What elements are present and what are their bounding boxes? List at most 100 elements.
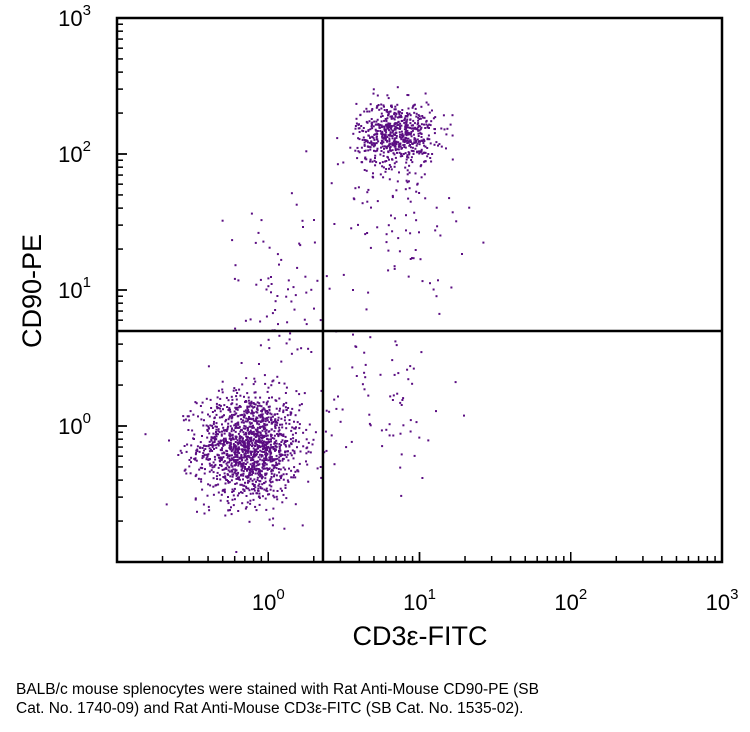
event-dot (393, 165, 396, 168)
event-dot (199, 466, 202, 469)
event-dot (221, 391, 224, 394)
event-dot (400, 114, 402, 117)
event-dot (284, 468, 287, 471)
event-dot (418, 152, 421, 155)
event-dot (409, 114, 412, 117)
event-dot (215, 438, 218, 441)
event-dot (252, 464, 255, 467)
event-dot (270, 428, 273, 431)
event-dot (229, 415, 232, 418)
event-dot (394, 137, 397, 140)
event-dot (262, 425, 265, 428)
event-dot (419, 117, 422, 120)
event-dot (418, 231, 420, 234)
event-dot (416, 123, 419, 126)
event-dot (388, 423, 391, 426)
event-dot (392, 124, 395, 127)
event-dot (190, 456, 193, 459)
event-dot (351, 366, 354, 369)
event-dot (231, 398, 234, 401)
event-dot (264, 420, 267, 423)
event-dot (370, 141, 373, 144)
event-dot (286, 440, 289, 442)
event-dot (283, 442, 286, 445)
event-dot (324, 430, 327, 433)
event-dot (434, 116, 437, 119)
event-dot (270, 422, 273, 425)
event-dot (443, 128, 446, 131)
event-dot (227, 509, 230, 512)
population-4 (278, 282, 465, 497)
event-dot (390, 106, 393, 109)
event-dots (144, 86, 485, 553)
event-dot (461, 253, 463, 255)
event-dot (387, 112, 390, 115)
event-dot (374, 157, 376, 159)
event-dot (220, 439, 223, 442)
x-tick-label: 103 (706, 586, 739, 615)
event-dot (280, 441, 283, 443)
event-dot (242, 470, 245, 473)
event-dot (252, 417, 255, 420)
event-dot (254, 420, 257, 423)
event-dot (249, 404, 252, 407)
event-dot (230, 420, 233, 423)
event-dot (309, 451, 312, 454)
event-dot (427, 153, 430, 155)
event-dot (403, 143, 406, 146)
event-dot (237, 443, 240, 446)
event-dot (373, 138, 376, 141)
event-dot (415, 190, 418, 193)
event-dot (397, 123, 400, 126)
event-dot (385, 168, 388, 170)
event-dot (385, 145, 388, 148)
event-dot (313, 307, 315, 310)
event-dot (233, 387, 236, 390)
event-dot (234, 450, 237, 453)
event-dot (209, 398, 212, 401)
event-dot (222, 408, 224, 411)
event-dot (381, 136, 384, 139)
event-dot (407, 180, 410, 183)
event-dot (218, 441, 221, 444)
event-dot (275, 445, 278, 448)
event-dot (416, 150, 418, 153)
event-dot (250, 405, 253, 408)
event-dot (218, 431, 221, 434)
event-dot (265, 435, 268, 438)
event-dot (245, 439, 248, 442)
event-dot (440, 127, 443, 130)
event-dot (228, 481, 231, 484)
event-dot (194, 497, 197, 500)
event-dot (259, 415, 262, 417)
event-dot (257, 484, 260, 487)
event-dot (233, 277, 236, 280)
event-dot (264, 467, 266, 470)
event-dot (228, 437, 231, 440)
event-dot (274, 448, 277, 451)
event-dot (238, 388, 241, 391)
event-dot (411, 142, 414, 145)
event-dot (277, 468, 280, 470)
event-dot (292, 457, 295, 460)
event-dot (408, 133, 411, 136)
event-dot (249, 450, 252, 453)
event-dot (363, 141, 366, 144)
event-dot (246, 419, 249, 422)
event-dot (278, 456, 281, 459)
event-dot (234, 455, 237, 458)
event-dot (280, 258, 283, 261)
event-dot (282, 478, 285, 481)
event-dot (342, 161, 345, 164)
event-dot (207, 445, 210, 448)
event-dot (210, 439, 213, 442)
event-dot (241, 491, 244, 494)
event-dot (269, 452, 272, 455)
event-dot (365, 308, 368, 311)
event-dot (298, 409, 301, 412)
event-dot (203, 512, 206, 515)
event-dot (397, 372, 400, 375)
event-dot (258, 363, 260, 365)
event-dot (265, 288, 268, 291)
event-dot (241, 439, 244, 442)
